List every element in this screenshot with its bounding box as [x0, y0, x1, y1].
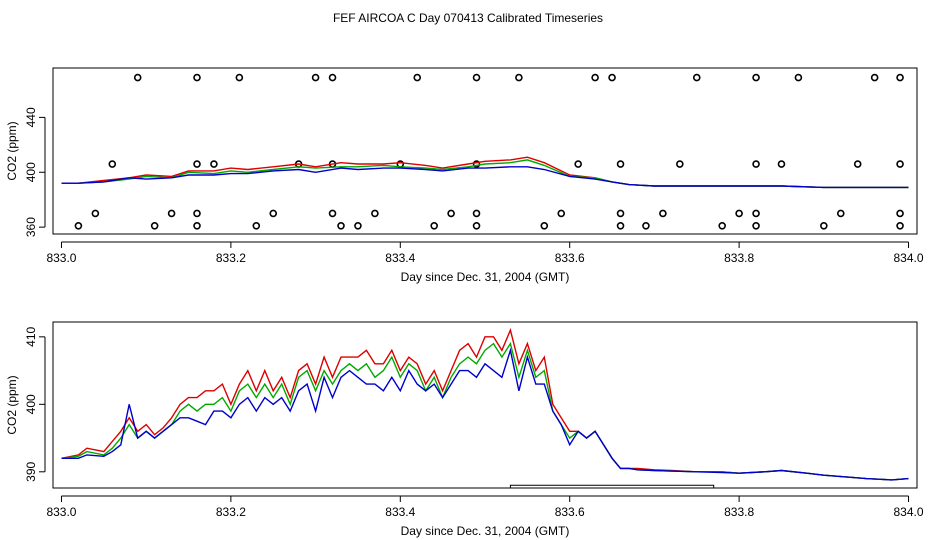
bottom-x-axis-label: Day since Dec. 31, 2004 (GMT): [401, 524, 570, 538]
top-flag-marker: [616, 221, 625, 230]
top-flag-marker: [896, 209, 904, 218]
top-y-tick-label: 360: [24, 217, 38, 237]
top-flag-marker: [193, 73, 201, 82]
top-flag-marker: [447, 209, 455, 218]
top-flag-marker: [735, 209, 743, 218]
bottom-x-tick-label: 833.8: [724, 505, 754, 519]
top-x-tick-label: 833.6: [555, 251, 585, 265]
top-flag-marker: [659, 209, 667, 218]
top-flag-marker: [870, 73, 879, 82]
top-panel: Day since Dec. 31, 2004 (GMT) CO2 (ppm) …: [5, 67, 924, 284]
top-flag-marker: [540, 221, 549, 230]
top-flag-marker: [337, 221, 345, 230]
top-flag-marker: [574, 160, 582, 168]
top-flag-marker: [642, 221, 650, 230]
top-flag-marker: [193, 221, 201, 230]
bottom-panel: Day since Dec. 31, 2004 (GMT) CO2 (ppm) …: [5, 321, 924, 538]
top-flag-marker: [896, 160, 904, 168]
top-flag-marker: [371, 209, 379, 218]
top-flag-marker: [777, 160, 786, 168]
bottom-y-axis-label: CO2 (ppm): [5, 375, 19, 434]
bottom-x-tick-label: 833.4: [385, 505, 415, 519]
top-flag-marker: [74, 221, 83, 230]
top-flag-marker: [328, 73, 337, 82]
top-flag-marker: [896, 73, 904, 82]
bottom-series-blue: [61, 347, 909, 481]
top-flag-marker: [794, 73, 803, 82]
top-flag-marker: [557, 209, 566, 218]
top-y-tick-label: 400: [24, 162, 38, 182]
top-x-tick-label: 833.8: [724, 251, 754, 265]
top-flag-marker: [472, 160, 481, 168]
top-flag-marker: [235, 73, 244, 82]
bottom-y-tick-label: 390: [24, 461, 38, 481]
top-flag-marker: [591, 73, 599, 82]
top-x-axis-label: Day since Dec. 31, 2004 (GMT): [401, 270, 570, 284]
bottom-series-red: [61, 327, 909, 481]
top-flag-marker: [91, 209, 100, 218]
top-flag-marker: [692, 73, 701, 82]
top-x-tick-label: 833.0: [46, 251, 76, 265]
top-x-tick-label: 833.4: [385, 251, 415, 265]
top-flag-marker: [718, 221, 726, 230]
top-flag-marker: [472, 209, 481, 218]
top-series-green: [61, 159, 909, 189]
top-flag-marker: [820, 221, 828, 230]
top-x-tick-label: 834.0: [894, 251, 924, 265]
top-y-tick-label: 440: [24, 107, 38, 127]
top-flag-marker: [472, 221, 481, 230]
top-flag-marker: [193, 209, 201, 218]
top-flag-marker: [210, 160, 218, 168]
bottom-y-tick-label: 400: [24, 394, 38, 414]
bottom-plot-frame: [52, 321, 918, 489]
top-flag-marker: [311, 73, 320, 82]
top-flag-marker: [269, 209, 278, 218]
top-flag-marker: [616, 209, 625, 218]
bottom-x-tick-label: 833.0: [46, 505, 76, 519]
top-flag-marker: [752, 73, 760, 82]
bottom-y-tick-label: 410: [24, 327, 38, 347]
top-flag-marker: [328, 209, 337, 218]
top-flag-marker: [836, 209, 845, 218]
chart-title: FEF AIRCOA C Day 070413 Calibrated Times…: [333, 11, 603, 25]
top-flag-marker: [193, 160, 201, 168]
top-flag-marker: [150, 221, 159, 230]
bottom-x-tick-label: 833.6: [555, 505, 585, 519]
bottom-bracket-annotation: [509, 484, 715, 488]
top-flag-marker: [676, 160, 684, 168]
top-flag-marker: [752, 221, 760, 230]
top-flag-marker: [413, 73, 422, 82]
bottom-x-tick-label: 834.0: [894, 505, 924, 519]
top-flag-marker: [167, 209, 176, 218]
top-flag-marker: [472, 73, 481, 82]
top-flag-marker: [896, 221, 904, 230]
top-flag-marker: [752, 160, 760, 168]
bottom-x-tick-label: 833.2: [216, 505, 246, 519]
top-flag-marker: [133, 73, 142, 82]
top-series-blue: [61, 166, 909, 189]
top-flag-marker: [354, 221, 362, 230]
top-flag-marker: [608, 73, 616, 82]
top-flag-marker: [515, 73, 523, 82]
top-flag-marker: [430, 221, 438, 230]
top-flag-marker: [108, 160, 117, 168]
top-flag-marker: [752, 209, 760, 218]
top-flag-marker: [616, 160, 625, 168]
top-flag-marker: [853, 160, 862, 168]
top-plot-frame: [52, 67, 918, 235]
top-flag-marker: [252, 221, 261, 230]
top-x-tick-label: 833.2: [216, 251, 246, 265]
top-y-axis-label: CO2 (ppm): [5, 121, 19, 180]
